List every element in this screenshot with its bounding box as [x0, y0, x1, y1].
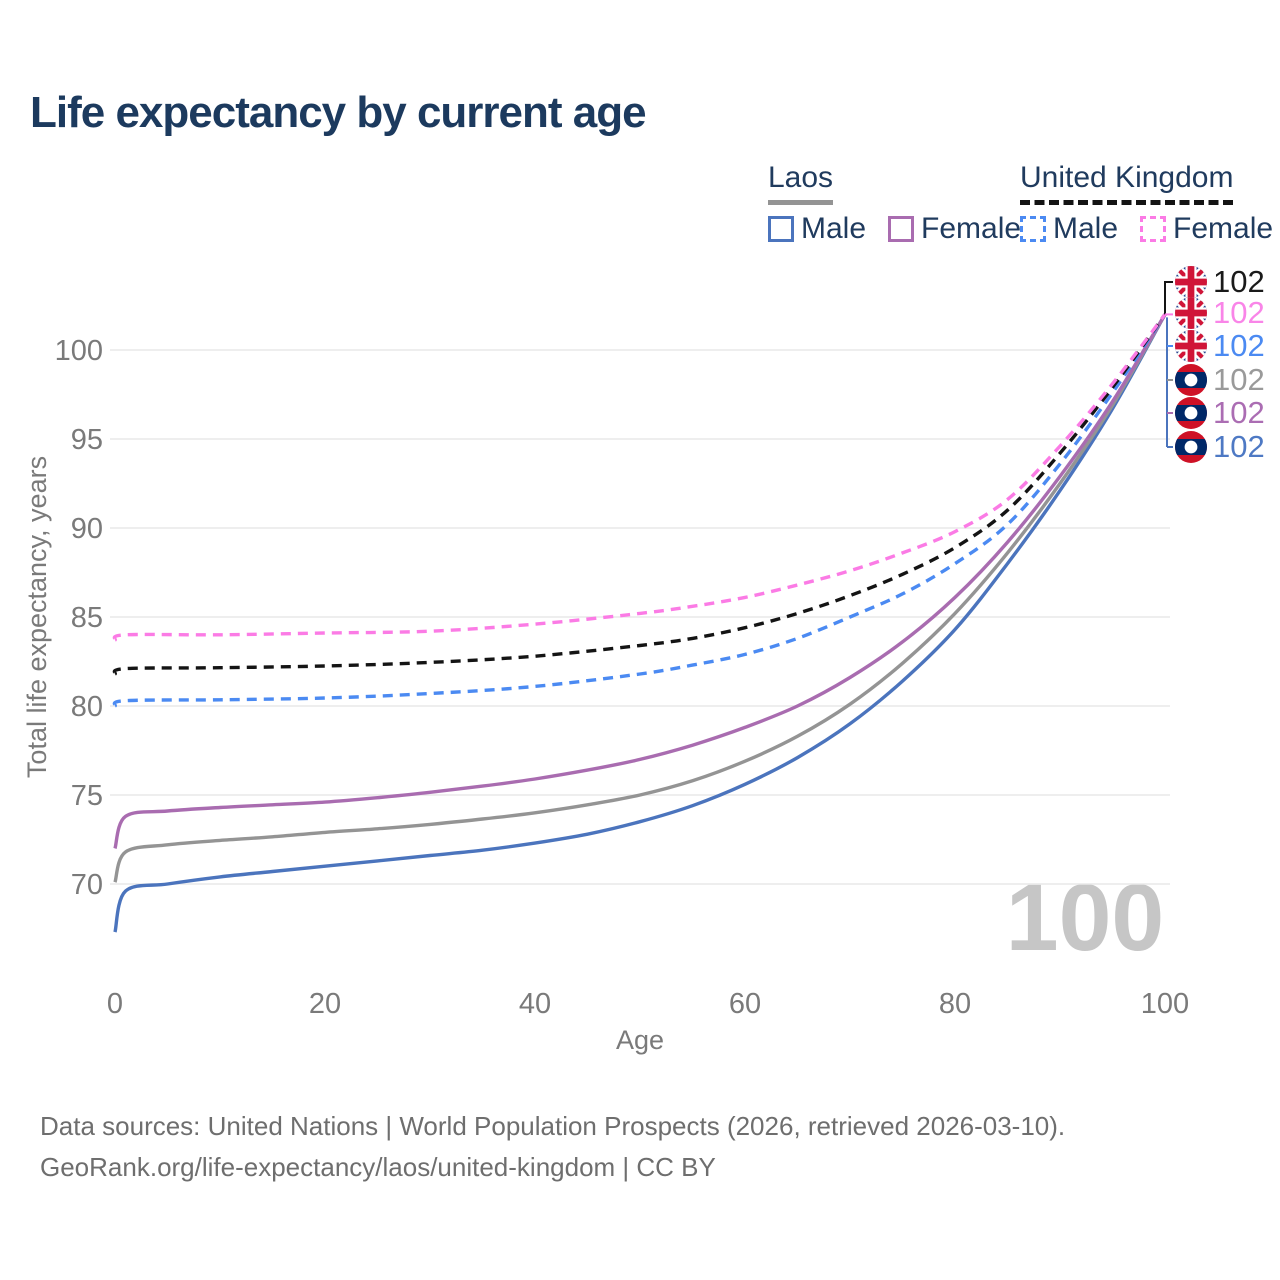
legend-item-uk-male[interactable]: Male — [1020, 212, 1118, 246]
y-axis-title: Total life expectancy, years — [22, 456, 52, 778]
series-line-uk-total — [112, 313, 1167, 676]
connector-uk-total — [1164, 281, 1173, 315]
series-line-uk-female — [112, 313, 1167, 642]
end-value-label-laos-total: 102 — [1213, 362, 1265, 397]
legend-item-uk-female[interactable]: Female — [1140, 212, 1273, 246]
x-tick-label: 0 — [107, 988, 123, 1020]
series-line-laos-female — [113, 313, 1167, 849]
attribution-line: GeoRank.org/life-expectancy/laos/united-… — [40, 1152, 716, 1182]
series-line-uk-male — [112, 313, 1167, 708]
y-tick-label: 95 — [71, 424, 103, 456]
uk-male-swatch-icon — [1020, 216, 1046, 242]
footer: Data sources: United Nations | World Pop… — [40, 1106, 1065, 1188]
end-value-label-uk-male: 102 — [1213, 328, 1265, 363]
x-tick-label: 20 — [309, 988, 341, 1020]
end-value-label-uk-total: 102 — [1213, 264, 1265, 299]
y-tick-label: 70 — [71, 869, 103, 901]
uk-flag-icon — [1175, 297, 1207, 329]
legend-group-laos: Laos Male Female — [768, 161, 1043, 246]
legend-row-united-kingdom: Male Female — [1020, 212, 1280, 246]
end-value-label-laos-male: 102 — [1213, 429, 1265, 464]
legend-group-united-kingdom: United Kingdom Male Female — [1020, 161, 1280, 246]
legend-item-label: Male — [1053, 212, 1119, 245]
y-tick-label: 80 — [71, 691, 103, 723]
y-tick-label: 75 — [71, 780, 103, 812]
y-tick-label: 100 — [55, 335, 103, 367]
x-tick-label: 60 — [729, 988, 761, 1020]
uk-flag-icon — [1175, 266, 1207, 298]
uk-flag-icon — [1175, 330, 1207, 362]
laos-female-swatch-icon — [888, 216, 915, 242]
legend-country-laos: Laos — [768, 161, 834, 205]
laos-flag-icon — [1175, 397, 1207, 429]
x-axis-title: Age — [616, 1025, 664, 1055]
page-title: Life expectancy by current age — [30, 88, 647, 137]
legend-item-label: Female — [921, 212, 1022, 245]
legend-row-laos: Male Female — [768, 212, 1043, 246]
legend-item-laos-male[interactable]: Male — [768, 212, 866, 246]
legend-item-label: Female — [1173, 212, 1274, 245]
y-tick-label: 90 — [71, 513, 103, 545]
x-tick-label: 80 — [939, 988, 971, 1020]
y-tick-label: 85 — [71, 602, 103, 634]
x-tick-label: 100 — [1141, 988, 1189, 1020]
end-value-label-laos-female: 102 — [1213, 395, 1265, 430]
laos-flag-icon — [1175, 364, 1207, 396]
series-line-laos-male — [113, 313, 1167, 933]
end-value-label-uk-female: 102 — [1213, 295, 1265, 330]
legend-item-label: Male — [801, 212, 867, 245]
laos-male-swatch-icon — [768, 216, 794, 242]
current-age-watermark: 100 — [1006, 865, 1165, 971]
legend-item-laos-female[interactable]: Female — [888, 212, 1021, 246]
legend-country-united-kingdom: United Kingdom — [1020, 161, 1234, 205]
series-line-laos-total — [113, 313, 1167, 883]
data-sources-line: Data sources: United Nations | World Pop… — [40, 1111, 1066, 1141]
x-tick-label: 40 — [519, 988, 551, 1020]
laos-flag-icon — [1175, 431, 1207, 463]
uk-female-swatch-icon — [1140, 216, 1167, 242]
